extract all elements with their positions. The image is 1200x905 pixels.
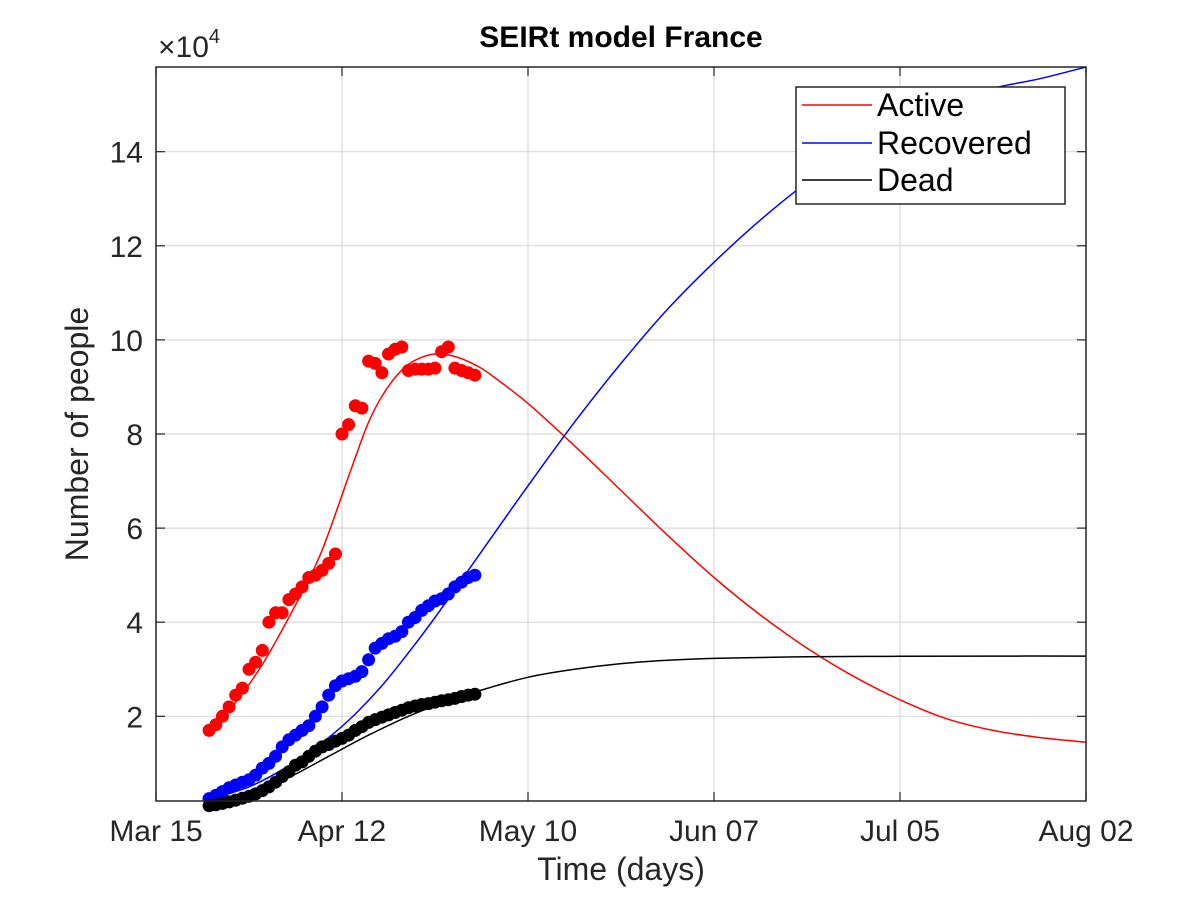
x-axis-title: Time (days)	[537, 851, 705, 887]
y-tick-label: 14	[110, 137, 143, 170]
y-exponent-power: 4	[209, 26, 220, 48]
observed-point-active	[328, 547, 342, 561]
observed-point-active	[395, 340, 409, 354]
legend-box	[795, 86, 1066, 205]
y-tick-label: 4	[126, 607, 143, 640]
observed-point-active	[322, 556, 336, 570]
y-exponent-label: ×104	[158, 26, 220, 64]
observed-point-active	[215, 709, 229, 723]
observed-point-active	[262, 615, 276, 629]
x-tick-label: May 10	[479, 815, 577, 848]
model-line-dead	[208, 655, 1087, 805]
y-tick-label: 10	[110, 325, 143, 358]
observed-point-recovered	[269, 749, 283, 763]
observed-point-active	[441, 340, 455, 354]
observed-point-active	[375, 366, 389, 380]
observed-point-recovered	[315, 700, 329, 714]
x-tick-label: Aug 02	[1038, 815, 1133, 848]
observed-point-active	[222, 700, 236, 714]
observed-point-recovered	[395, 625, 409, 639]
observed-point-recovered	[308, 709, 322, 723]
legend: Active Recovered Dead	[795, 86, 1066, 205]
axis-ticks: Mar 15 Apr 12 May 10 Jun 07 Jul 05 Aug 02 2 4 6 8…	[109, 67, 1134, 848]
observed-point-recovered	[362, 653, 376, 667]
x-tick-label: Jun 07	[669, 815, 759, 848]
x-tick-label: Mar 15	[109, 815, 202, 848]
y-exponent-base: ×10	[158, 31, 209, 64]
observed-point-active	[335, 427, 349, 441]
y-tick-label: 6	[126, 513, 143, 546]
observed-point-recovered	[302, 719, 316, 733]
legend-label-dead: Dead	[877, 162, 954, 198]
observed-point-recovered	[468, 568, 482, 582]
y-tick-label: 8	[126, 419, 143, 452]
observed-point-active	[255, 643, 269, 657]
observed-point-recovered	[355, 665, 369, 679]
observed-point-active	[342, 418, 356, 432]
observed-point-active	[468, 368, 482, 382]
observed-point-active	[295, 580, 309, 594]
observed-markers	[202, 340, 482, 813]
y-axis-title: Number of people	[59, 307, 95, 561]
observed-point-recovered	[322, 688, 336, 702]
x-tick-label: Jul 05	[860, 815, 940, 848]
legend-label-recovered: Recovered	[877, 125, 1032, 161]
observed-point-active	[368, 356, 382, 370]
legend-label-active: Active	[877, 87, 964, 123]
observed-point-active	[249, 655, 263, 669]
observed-point-active	[428, 361, 442, 375]
model-line-active	[208, 353, 1087, 743]
x-tick-label: Apr 12	[298, 815, 386, 848]
chart-title: SEIRt model France	[479, 21, 762, 54]
observed-point-active	[275, 606, 289, 620]
y-tick-label: 12	[110, 231, 143, 264]
y-tick-label: 2	[126, 701, 143, 734]
observed-point-active	[355, 401, 369, 415]
observed-point-active	[235, 681, 249, 695]
observed-point-dead	[468, 687, 482, 701]
